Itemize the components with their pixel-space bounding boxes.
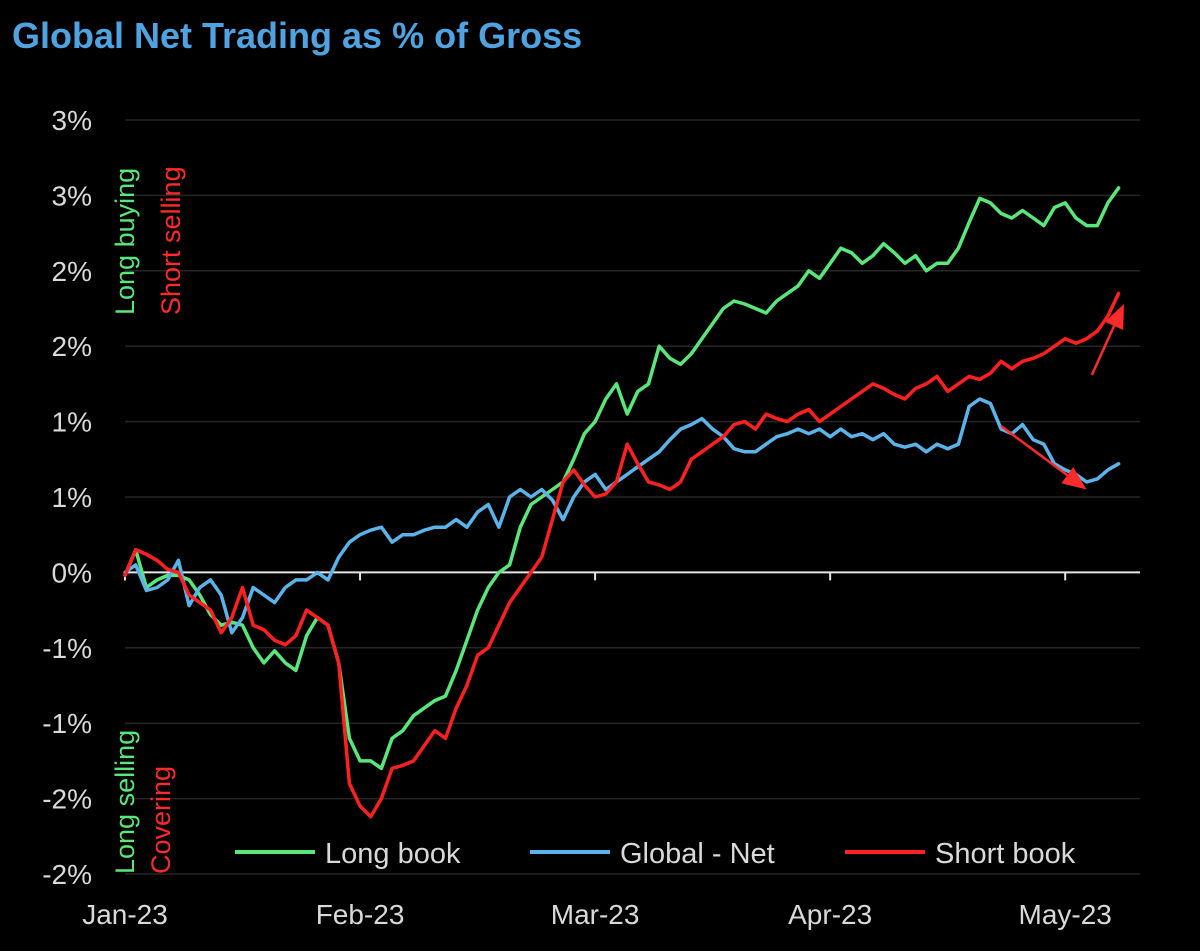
axes	[124, 571, 1140, 581]
y-tick-label: 3%	[52, 105, 92, 136]
annotation-covering: Covering	[146, 766, 176, 874]
x-tick-label: Mar-23	[551, 899, 640, 930]
y-tick-label: 0%	[52, 557, 92, 588]
legend-label: Short book	[935, 838, 1076, 870]
annotation-long-selling: Long selling	[110, 730, 140, 874]
y-tick-label: 2%	[52, 256, 92, 287]
y-tick-label: 1%	[52, 407, 92, 438]
series-lines	[123, 186, 1121, 819]
chart-title: Global Net Trading as % of Gross	[12, 15, 582, 56]
legend-label: Global - Net	[620, 838, 775, 870]
annotation-long-buying: Long buying	[110, 168, 140, 315]
x-tick-label: Apr-23	[788, 899, 872, 930]
x-axis-tick-labels: Jan-23 Feb-23 Mar-23 Apr-23 May-23	[82, 899, 1112, 930]
trend-arrow-head	[1104, 303, 1124, 330]
grid-lines	[125, 119, 1140, 875]
y-tick-label: -1%	[42, 633, 92, 664]
trend-arrow-shaft	[1000, 425, 1069, 477]
series-line-short-book	[123, 291, 1121, 819]
y-tick-label: 2%	[52, 331, 92, 362]
y-tick-label: 3%	[52, 180, 92, 211]
trend-arrow-head	[1061, 467, 1087, 490]
x-tick-label: May-23	[1019, 899, 1112, 930]
annotation-short-selling: Short selling	[156, 166, 186, 315]
y-tick-label: -2%	[42, 784, 92, 815]
series-line-global-net	[123, 397, 1121, 635]
legend: Long book Global - Net Short book	[235, 838, 1076, 870]
series-line-long-book	[123, 186, 1121, 771]
trend-arrows	[1000, 303, 1124, 490]
legend-label: Long book	[325, 838, 461, 870]
trend-arrow-shaft	[1090, 325, 1116, 376]
y-tick-label: -2%	[42, 859, 92, 890]
y-tick-label: 1%	[52, 482, 92, 513]
x-tick-label: Feb-23	[316, 899, 405, 930]
y-tick-label: -1%	[42, 708, 92, 739]
y-axis-tick-labels: -2% -2% -1% -1% 0% 1% 1% 2% 2% 3% 3%	[42, 105, 92, 890]
x-tick-label: Jan-23	[82, 899, 168, 930]
